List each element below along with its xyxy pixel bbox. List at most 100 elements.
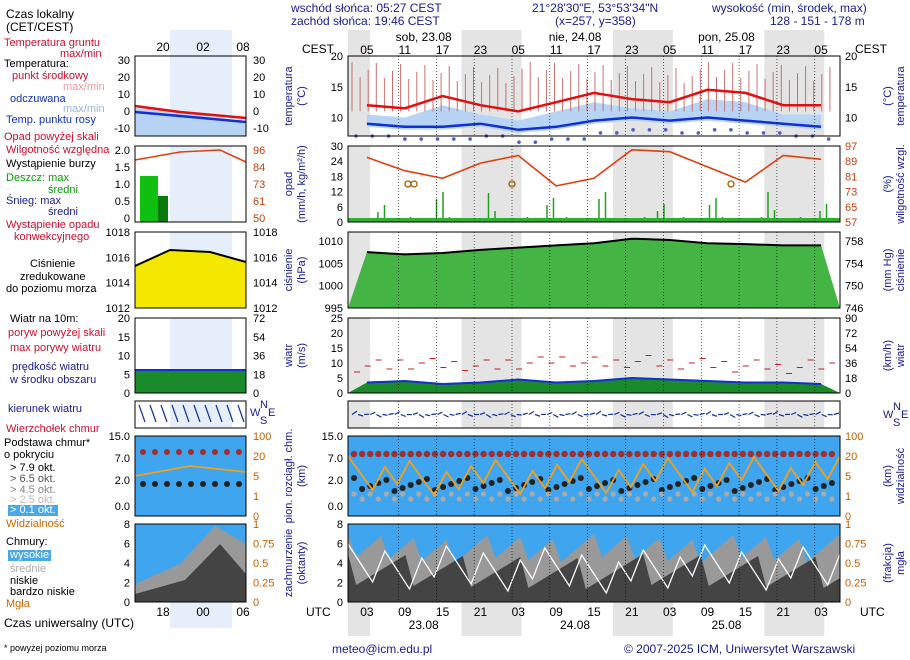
cloud-top-dot: [415, 450, 422, 458]
wind-arrow: [778, 413, 785, 417]
compass-letter: S: [260, 415, 267, 427]
cloud-base-dot: [472, 486, 479, 492]
mini-temp-tick-left: 10: [118, 89, 130, 101]
legend-fog: Mgła: [6, 598, 30, 610]
cloud-top-dot: [545, 450, 552, 458]
cloud-base-dot-light: [497, 491, 503, 497]
cloud-base-dot-light: [724, 491, 730, 497]
cloud-base-dot: [812, 486, 819, 492]
mini-pres-tick-left: 1014: [106, 278, 130, 290]
mini-night-bottom: [170, 602, 232, 628]
wind-arrow: [516, 413, 522, 416]
wind-arrow: [833, 412, 840, 416]
cloud-top-dot: [593, 450, 601, 458]
mini-cloud-base-dot: [140, 481, 146, 487]
wind-arrow: [644, 413, 651, 418]
wind-direction-panel-bg: [348, 401, 840, 428]
night-band: [612, 56, 673, 136]
mini-night-band: [170, 146, 232, 222]
cest-label-left: CEST: [302, 42, 335, 56]
dew-dot: [826, 137, 831, 141]
wind-arrow: [693, 413, 699, 416]
cloud-base-dot-light: [780, 496, 786, 502]
wind-tick-left: 25: [331, 313, 343, 325]
cb-tick-left: 0.0: [328, 501, 343, 513]
mini-pres-tick-left: 1018: [106, 227, 130, 239]
wind-arrow: [772, 410, 779, 416]
cloud-base-dot: [658, 487, 665, 493]
dewpoint-line: [366, 116, 822, 132]
cloud-top-dot: [731, 450, 738, 458]
cloud-base-dot-light: [813, 496, 819, 502]
mini-wind-tick-right: 54: [253, 332, 265, 344]
cloud-base-dot-light: [448, 491, 454, 497]
wind-tick-right: 36: [845, 358, 857, 370]
night-band-bottom: [348, 602, 371, 636]
cloud-top-dot: [561, 450, 568, 458]
wind-arrow: [803, 413, 809, 417]
dew-dot: [615, 131, 619, 135]
vis-tick-right: 5: [845, 471, 851, 483]
wind-arrow: [638, 411, 644, 416]
wind-arrow: [461, 410, 468, 416]
legend-precip-occ: Wystąpienie opadu: [6, 219, 100, 231]
mini-pres-tick-left: 1016: [106, 252, 130, 264]
compass-letter: W: [250, 407, 261, 419]
cloud-base-dot-light: [472, 496, 479, 502]
legend-pressure-3: do poziomu morza: [6, 283, 97, 295]
wind-arrow: [455, 412, 461, 416]
wind-axis-unit-left: (m/s): [296, 343, 308, 368]
night-band-top: [461, 30, 522, 56]
cloud-base-dot-light: [805, 491, 811, 497]
cloud-base-dot-light: [602, 496, 608, 502]
cloud-base-dot-light: [521, 496, 527, 502]
cloud-top-dot: [699, 450, 706, 458]
mini-hum-tick: 73: [253, 179, 265, 191]
wind-direction-panel-mini-border: [134, 400, 247, 429]
cloud-top-dot: [553, 450, 560, 458]
wind-axis-unit-right: (km/h): [882, 340, 894, 371]
mini-pres-tick-left: 1012: [106, 303, 130, 315]
dew-dot: [680, 131, 684, 135]
hour-top-label: 11: [399, 43, 412, 57]
elevation-label: wysokość (min, środek, max): [712, 1, 867, 15]
mini-cloud-top-dot: [176, 449, 182, 455]
cloud-base-dot-light: [359, 496, 365, 502]
mini-hum-tick: 50: [253, 213, 265, 225]
wind-arrow: [705, 410, 712, 416]
hour-top-label: 23: [474, 43, 488, 57]
cloud-base-dot: [675, 481, 681, 487]
hour-bottom-label: 09: [398, 605, 412, 619]
legend-cloud-top: Wierzchołek chmur: [6, 423, 100, 435]
cloud-top-dot: [350, 450, 358, 458]
cloud-base-dot-light: [513, 491, 519, 497]
cloud-base-dot: [391, 488, 398, 494]
cloud-top-dot: [480, 450, 487, 458]
temp-tick-left: 20: [331, 51, 343, 63]
dew-dot: [549, 137, 554, 141]
wind-tick-left: 0: [337, 388, 343, 400]
mini-cc-tick: 0: [124, 597, 130, 609]
wind-arrow: [351, 410, 358, 415]
legend-cloud-base: Podstawa chmur*: [4, 437, 91, 449]
cloud-top-dot: [577, 450, 584, 458]
storm-marker: [410, 180, 418, 188]
pressure-line: [366, 237, 822, 256]
wind-axis-title-left: wiatr: [283, 344, 295, 369]
night-band-bottom: [612, 602, 673, 636]
cloud-top-dot: [747, 450, 755, 458]
storm-marker: [727, 180, 735, 188]
pres-tick-left: 1010: [319, 236, 343, 248]
cb-axis-title-left: pion. rozciągł. chm.: [283, 429, 295, 524]
hour-top-label: 05: [360, 43, 374, 57]
cloud-top-dot: [375, 450, 382, 458]
cloudbase-panel-mini-border: [134, 435, 247, 517]
footer-email[interactable]: meteo@icm.edu.pl: [332, 642, 433, 656]
wind-speed-line: [366, 376, 822, 386]
pres-axis-unit-right: (mm Hg): [882, 249, 894, 292]
legend-gust-max: max porywy wiatru: [10, 342, 102, 354]
cc-tick-left: 0: [337, 597, 343, 609]
cloud-base-dot-light: [408, 496, 414, 502]
fog-tick-right: 0: [845, 597, 851, 609]
